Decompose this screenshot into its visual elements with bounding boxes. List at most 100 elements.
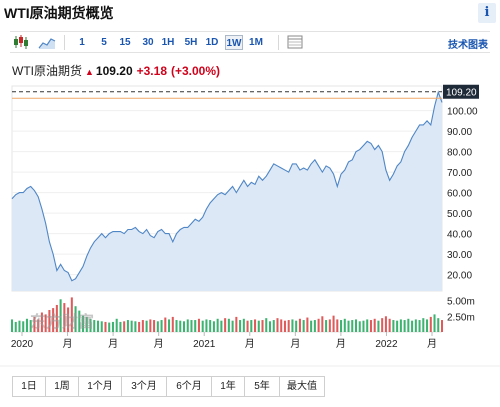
period-button-1[interactable]: 1 <box>79 37 85 48</box>
price-chart[interactable]: 100.00 90.00 80.00 70.00 60.00 50.00 40.00 30.0… <box>0 80 500 374</box>
range-button[interactable]: 3个月 <box>121 376 167 397</box>
volume-bar <box>164 317 167 332</box>
chart-toolbar: 1 5 15 30 1H 5H 1D 1W 1M 技术图表 <box>10 31 490 53</box>
y-tick-label: 100.00 <box>447 107 478 118</box>
volume-bar <box>265 318 268 332</box>
volume-bar <box>283 320 286 332</box>
volume-bar <box>227 318 230 332</box>
volume-bar <box>340 320 343 332</box>
volume-bar <box>298 318 301 332</box>
volume-bar <box>426 319 429 332</box>
volume-bar <box>153 320 156 332</box>
x-tick-label: 月 <box>154 338 164 350</box>
volume-bar <box>347 320 350 332</box>
price-area <box>12 92 442 292</box>
period-button-15[interactable]: 15 <box>119 37 131 48</box>
volume-bar <box>328 319 331 332</box>
volume-bar <box>302 320 305 332</box>
technical-chart-link[interactable]: 技术图表 <box>448 40 488 51</box>
volume-tick-label: 2.50m <box>447 312 475 323</box>
volume-bar <box>310 320 313 332</box>
volume-bar <box>93 320 96 332</box>
volume-bar <box>317 318 320 332</box>
y-tick-label: 20.00 <box>447 271 472 282</box>
volume-bar <box>160 320 163 332</box>
volume-bar <box>104 321 107 332</box>
current-price-tag <box>443 84 479 99</box>
x-tick-label: 2022 <box>375 339 398 350</box>
range-button[interactable]: 1日 <box>12 376 46 397</box>
volume-bar <box>272 320 275 332</box>
volume-bar <box>381 318 384 332</box>
x-tick-label: 2020 <box>11 339 34 350</box>
range-button[interactable]: 1个月 <box>78 376 122 397</box>
volume-bar <box>115 318 118 332</box>
volume-bar <box>242 318 245 332</box>
candlestick-icon[interactable] <box>12 34 30 50</box>
volume-bar <box>63 303 66 332</box>
period-button-1d[interactable]: 1D <box>205 37 219 48</box>
volume-bar <box>403 320 406 332</box>
info-icon[interactable]: i <box>478 3 496 23</box>
volume-bar <box>373 318 376 332</box>
volume-bar <box>78 310 81 332</box>
volume-bar <box>276 318 279 332</box>
range-button[interactable]: 1年 <box>211 376 245 397</box>
volume-bar <box>205 319 208 332</box>
table-view-icon[interactable] <box>286 34 304 50</box>
volume-bar <box>377 320 380 332</box>
volume-bar <box>48 309 51 332</box>
range-button[interactable]: 1周 <box>45 376 79 397</box>
volume-bar <box>145 320 148 332</box>
volume-bar <box>141 320 144 332</box>
volume-bar <box>70 297 73 332</box>
volume-bar <box>392 320 395 332</box>
last-price: 109.20 <box>95 64 133 78</box>
volume-bar <box>362 320 365 332</box>
volume-bar <box>10 319 14 332</box>
volume-bar <box>216 318 219 332</box>
volume-bar <box>194 320 197 332</box>
volume-bar <box>250 320 253 332</box>
volume-bar <box>44 314 47 332</box>
period-button-1m[interactable]: 1M <box>249 37 263 48</box>
volume-bar <box>138 321 141 332</box>
volume-bar <box>332 315 335 332</box>
volume-bar <box>366 319 369 332</box>
volume-bar <box>18 320 21 332</box>
volume-bar <box>175 320 178 332</box>
volume-bar <box>407 318 410 332</box>
x-tick-label: 月 <box>290 338 300 350</box>
up-arrow-icon: ▲ <box>85 67 94 77</box>
volume-bar <box>171 316 174 332</box>
volume-bar <box>123 321 126 332</box>
toolbar-divider <box>278 35 279 50</box>
range-button[interactable]: 最大值 <box>279 376 325 397</box>
volume-bar <box>369 320 372 332</box>
volume-bar <box>388 318 391 332</box>
volume-bar <box>55 304 58 332</box>
volume-bar <box>437 318 440 332</box>
period-button-5[interactable]: 5 <box>101 37 107 48</box>
range-button[interactable]: 6个月 <box>166 376 212 397</box>
watermark-text: 东方财富 <box>30 312 94 331</box>
period-button-1h[interactable]: 1H <box>161 37 175 48</box>
period-button-5h[interactable]: 5H <box>184 37 198 48</box>
price-series-line <box>11 90 443 282</box>
x-tick-label: 2021 <box>193 339 216 350</box>
y-tick-label: 90.00 <box>447 127 472 138</box>
volume-bar <box>179 320 182 332</box>
volume-bar <box>414 319 417 332</box>
volume-bar <box>168 319 171 332</box>
volume-bar <box>119 321 122 332</box>
volume-bar <box>212 321 215 332</box>
line-chart-icon[interactable] <box>38 34 56 50</box>
range-button[interactable]: 5年 <box>244 376 280 397</box>
volume-bar <box>257 320 260 332</box>
volume-bar <box>126 320 129 332</box>
volume-bar <box>220 320 223 332</box>
period-button-30[interactable]: 30 <box>142 37 154 48</box>
x-tick-label: 月 <box>63 338 73 350</box>
range-selector: 1日 1周 1个月 3个月 6个月 1年 5年 最大值 <box>12 376 325 397</box>
period-button-1w[interactable]: 1W <box>225 35 243 50</box>
